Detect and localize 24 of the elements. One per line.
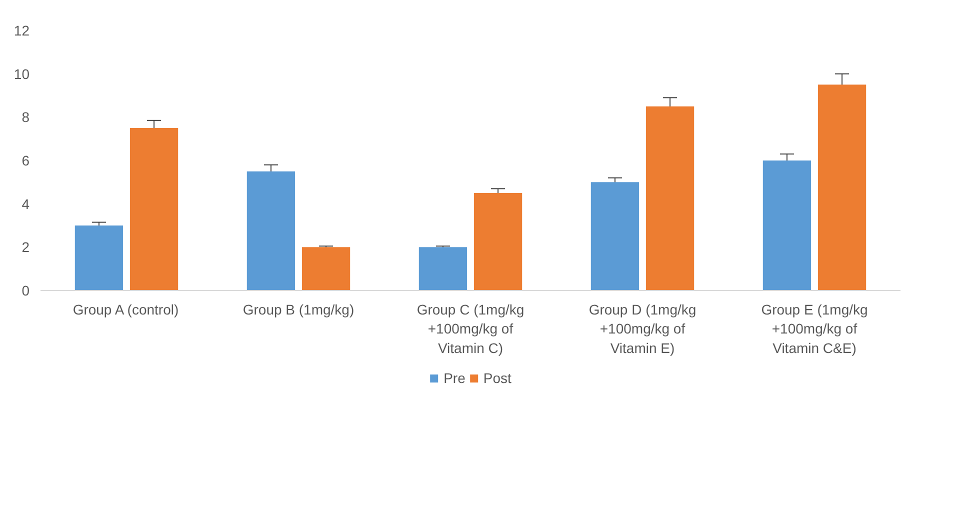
y-tick-label: 6 xyxy=(22,152,30,168)
x-tick-label: Group D (1mg/kg +100mg/kg of Vitamin E) xyxy=(588,302,696,356)
bar xyxy=(302,247,350,290)
bar xyxy=(246,171,296,290)
bar xyxy=(474,193,522,290)
x-tick-label: Group E (1mg/kg +100mg/kg of Vitamin C&E) xyxy=(761,302,868,356)
legend-label: Pre xyxy=(444,370,466,386)
bar xyxy=(418,247,468,290)
bar xyxy=(818,84,866,290)
bar xyxy=(590,182,640,290)
bar xyxy=(762,160,812,290)
y-tick-label: 10 xyxy=(14,66,30,82)
y-tick-label: 4 xyxy=(22,196,30,212)
bar xyxy=(130,128,178,290)
y-tick-label: 12 xyxy=(14,22,30,38)
x-tick-label: Group A (control) xyxy=(72,302,179,318)
x-tick-label: Group C (1mg/kg +100mg/kg of Vitamin C) xyxy=(416,302,524,356)
y-tick-label: 8 xyxy=(22,109,30,126)
legend-label: Post xyxy=(483,370,512,386)
y-tick-label: 2 xyxy=(22,239,30,256)
bar xyxy=(646,106,694,290)
y-tick-label: 0 xyxy=(22,282,30,298)
bar xyxy=(74,226,124,290)
x-tick-label: Group B (1mg/kg) xyxy=(242,302,354,318)
